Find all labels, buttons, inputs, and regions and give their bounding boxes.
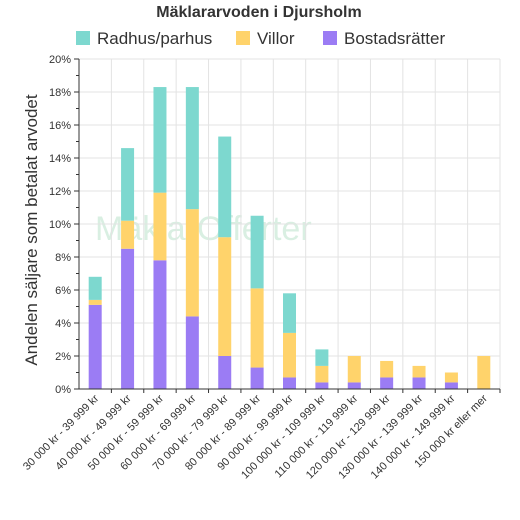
bar-segment: [477, 356, 491, 389]
bar-segment: [218, 237, 232, 356]
y-tick-label: 20%: [49, 54, 71, 66]
legend-swatch: [323, 31, 337, 45]
bar-segment: [250, 215, 264, 289]
bar-segment: [250, 367, 264, 389]
legend-swatch: [236, 31, 250, 45]
legend: Radhus/parhus Villor Bostadsrätter: [76, 29, 445, 48]
y-tick-label: 14%: [49, 153, 71, 165]
gridlines: [78, 58, 501, 390]
y-tick-label: 8%: [55, 252, 71, 264]
y-tick-label: 12%: [49, 186, 71, 198]
bar-segment: [315, 382, 329, 389]
bar-segment: [315, 365, 329, 383]
bar-segment: [283, 293, 296, 333]
bar-segment: [185, 87, 199, 210]
y-tick-label: 4%: [55, 318, 71, 330]
bar-segment: [153, 87, 167, 193]
bar-segment: [283, 377, 296, 389]
bar-segment: [412, 365, 426, 378]
bar-segment: [218, 356, 232, 389]
bar-segment: [315, 349, 329, 366]
bar-segment: [185, 209, 199, 317]
y-tick-label: 2%: [55, 351, 71, 363]
bar-segment: [121, 220, 135, 249]
legend-swatch: [76, 31, 90, 45]
bar-segment: [218, 136, 232, 238]
bar-segment: [380, 377, 394, 389]
bar-segment: [444, 382, 458, 389]
y-tick-label: 16%: [49, 120, 71, 132]
bar-segment: [153, 260, 167, 389]
bar-segment: [185, 316, 199, 389]
bar-segment: [153, 192, 167, 261]
bar-segment: [121, 148, 135, 221]
bar-segment: [88, 299, 102, 305]
bar-segment: [250, 288, 264, 368]
chart-title: Mäklararvoden i Djursholm: [156, 4, 361, 21]
bar-segment: [283, 332, 296, 378]
bar-segment: [121, 248, 135, 389]
y-axis-title: Andelen säljare som betalat arvodet: [22, 94, 41, 365]
legend-label: Bostadsrätter: [344, 29, 445, 48]
bar-segment: [88, 304, 102, 389]
y-tick-label: 10%: [49, 219, 71, 231]
legend-label: Villor: [257, 29, 295, 48]
bars: [88, 87, 491, 389]
bar-segment: [88, 276, 102, 300]
y-tick-label: 6%: [55, 285, 71, 297]
bar-segment: [347, 356, 361, 383]
y-tick-label: 0%: [55, 384, 71, 396]
bar-segment: [412, 377, 426, 389]
bar-segment: [380, 360, 394, 378]
bar-segment: [444, 372, 458, 383]
legend-label: Radhus/parhus: [97, 29, 212, 48]
bar-segment: [347, 382, 361, 389]
y-axis-ticks: 0% 2% 4% 6% 8% 10% 12% 14% 16% 18% 20%: [49, 54, 79, 396]
y-tick-label: 18%: [49, 87, 71, 99]
